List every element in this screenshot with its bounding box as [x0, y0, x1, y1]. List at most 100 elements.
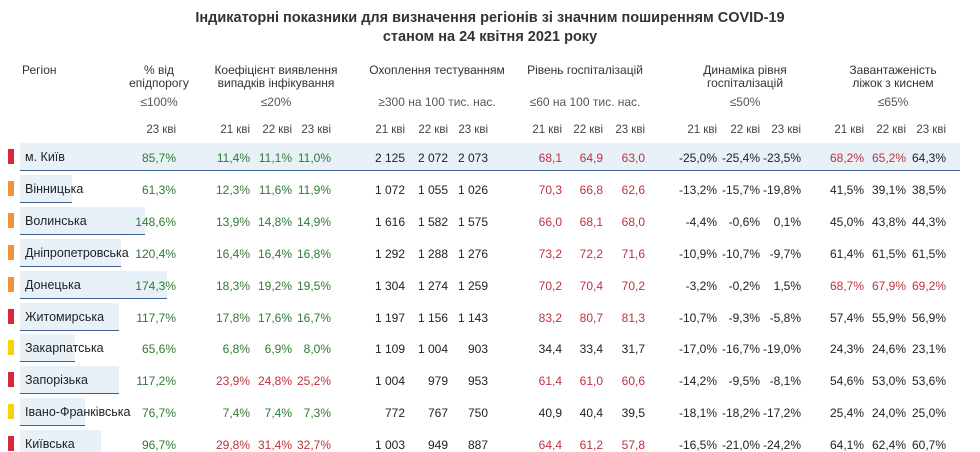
cell-load: 24,6% — [871, 342, 906, 357]
cell-test: 1 274 — [417, 278, 448, 293]
cell-hosp: 68,0 — [621, 214, 645, 229]
column-header-hosp: Рівень госпіталізацій — [527, 63, 643, 77]
column-header-coef: випадків інфікування — [217, 76, 335, 90]
cell-dyn: -16,7% — [721, 342, 760, 357]
cell-coef: 25,2% — [296, 374, 331, 389]
cell-dyn: -10,7% — [678, 310, 717, 325]
cell-test: 903 — [467, 342, 488, 357]
epid-threshold-bar — [20, 174, 72, 203]
table-row: Донецька 174,3% 18,3% 19,2% 19,5% 1 304 1 274 1… — [0, 270, 980, 303]
cell-coef: 14,9% — [296, 214, 331, 229]
cell-test: 979 — [427, 374, 448, 389]
cell-coef: 12,3% — [215, 182, 250, 197]
date-header-dyn: 23 кві — [771, 124, 801, 136]
cell-dyn: -10,9% — [678, 246, 717, 261]
cell-load: 67,9% — [871, 278, 906, 293]
region-name: Дніпропетровська — [25, 245, 129, 260]
cell-dyn: -18,1% — [678, 406, 717, 421]
cell-coef: 17,6% — [257, 310, 292, 325]
severity-marker — [8, 149, 14, 164]
cell-coef: 16,4% — [215, 246, 250, 261]
cell-epid: 117,7% — [136, 310, 176, 325]
cell-test: 1 197 — [374, 310, 405, 325]
cell-hosp: 70,2 — [538, 278, 562, 293]
epid-threshold-bar — [20, 430, 102, 452]
cell-load: 60,7% — [911, 438, 946, 452]
cell-hosp: 40,4 — [579, 406, 603, 421]
date-header-test: 22 кві — [418, 124, 448, 136]
cell-test: 1 616 — [374, 214, 405, 229]
region-name: Донецька — [25, 277, 81, 292]
cell-hosp: 73,2 — [538, 246, 562, 261]
column-threshold-dyn: ≤50% — [729, 95, 761, 109]
cell-test: 1 004 — [374, 374, 405, 389]
cell-load: 25,0% — [911, 406, 946, 421]
cell-epid: 65,6% — [141, 342, 176, 357]
table-row: Житомирська 117,7% 17,8% 17,6% 16,7% 1 197 1 1… — [0, 302, 980, 335]
region-name: Закарпатська — [25, 341, 104, 356]
cell-test: 1 304 — [374, 278, 405, 293]
cell-hosp: 66,0 — [538, 214, 562, 229]
cell-coef: 23,9% — [215, 374, 250, 389]
date-header-test: 21 кві — [375, 124, 405, 136]
epid-threshold-bar — [20, 238, 122, 267]
region-name: Житомирська — [25, 309, 105, 324]
cell-test: 1 156 — [417, 310, 448, 325]
severity-marker — [8, 308, 14, 324]
cell-load: 25,4% — [829, 406, 864, 421]
cell-test: 1 292 — [374, 246, 405, 261]
date-header-coef: 21 кві — [220, 124, 250, 136]
cell-test: 750 — [467, 406, 488, 421]
epid-threshold-bar — [20, 398, 85, 427]
column-threshold-test: ≥300 на 100 тис. нас. — [378, 95, 496, 109]
cell-epid: 61,3% — [141, 182, 176, 197]
severity-marker — [8, 180, 14, 196]
cell-load: 61,4% — [829, 246, 864, 261]
cell-hosp: 68,1 — [579, 214, 603, 229]
cell-coef: 24,8% — [257, 374, 292, 389]
cell-test: 1 276 — [457, 246, 488, 261]
severity-marker — [8, 436, 14, 452]
epid-threshold-bar — [20, 143, 960, 171]
date-header-load: 22 кві — [876, 124, 906, 136]
cell-load: 69,2% — [911, 278, 946, 293]
cell-epid: 148,6% — [135, 214, 176, 229]
column-header-region: Регіон — [22, 63, 57, 77]
cell-test: 2 073 — [457, 151, 488, 165]
region-name: м. Київ — [25, 150, 65, 164]
cell-epid: 96,7% — [141, 438, 176, 452]
date-header-test: 23 кві — [458, 124, 488, 136]
cell-dyn: -23,5% — [762, 151, 801, 165]
cell-test: 1 003 — [374, 438, 405, 452]
cell-dyn: -15,7% — [721, 182, 760, 197]
region-name: Івано-Франківська — [25, 405, 131, 420]
column-threshold-hosp: ≤60 на 100 тис. нас. — [529, 95, 641, 109]
cell-load: 41,5% — [829, 182, 864, 197]
cell-coef: 18,3% — [215, 278, 250, 293]
epid-threshold-bar — [20, 366, 119, 395]
cell-load: 64,3% — [911, 151, 946, 165]
cell-hosp: 61,2 — [579, 438, 603, 452]
cell-coef: 16,8% — [296, 246, 331, 261]
cell-dyn: -9,3% — [728, 310, 760, 325]
epid-threshold-bar — [20, 206, 146, 235]
column-header-dyn: Динаміка рівня — [703, 63, 787, 77]
cell-coef: 11,4% — [216, 151, 250, 165]
cell-test: 1 582 — [417, 214, 448, 229]
table-row: Дніпропетровська 120,4% 16,4% 16,4% 16,8% 1 2… — [0, 238, 980, 271]
cell-load: 38,5% — [911, 182, 946, 197]
cell-hosp: 61,0 — [579, 374, 603, 389]
date-header-dyn: 22 кві — [730, 124, 760, 136]
cell-load: 53,0% — [871, 374, 906, 389]
cell-test: 767 — [427, 406, 448, 421]
date-header-epid: 23 кві — [146, 124, 176, 136]
cell-load: 53,6% — [911, 374, 946, 389]
severity-marker — [8, 212, 14, 228]
cell-hosp: 34,4 — [538, 342, 562, 357]
date-header-load: 21 кві — [834, 124, 864, 136]
cell-coef: 13,9% — [215, 214, 250, 229]
cell-test: 2 125 — [374, 151, 405, 165]
cell-dyn: -17,2% — [762, 406, 801, 421]
cell-load: 43,8% — [871, 214, 906, 229]
cell-dyn: -13,2% — [678, 182, 717, 197]
